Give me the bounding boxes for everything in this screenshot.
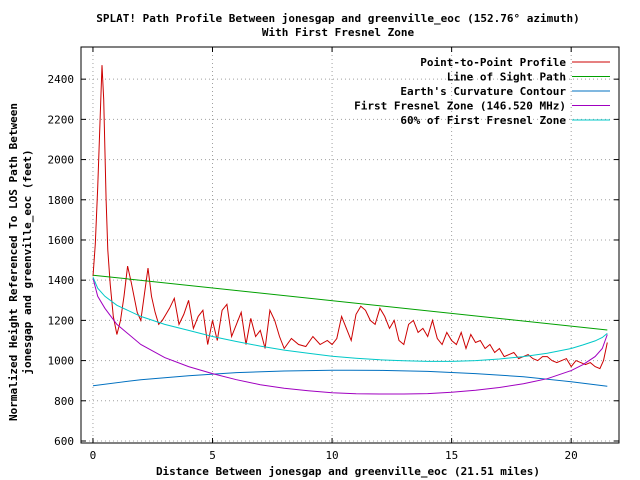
chart-subtitle: With First Fresnel Zone (262, 26, 415, 39)
y-tick-label: 1600 (48, 234, 75, 247)
x-tick-label: 10 (325, 449, 338, 462)
y-tick-label: 1800 (48, 194, 75, 207)
y-tick-label: 1200 (48, 314, 75, 327)
series-layer (92, 65, 608, 395)
grid-lines (81, 47, 619, 443)
y-tick-label: 2200 (48, 113, 75, 126)
y-tick-label: 1000 (48, 355, 75, 368)
axis-ticks: 0 5 10 15 20 600 800 1000 1200 1400 1600 1800 2000 22… (48, 47, 619, 462)
x-tick-label: 15 (445, 449, 458, 462)
y-tick-label: 1400 (48, 274, 75, 287)
series-line-5 (92, 277, 608, 362)
series-line-4 (92, 278, 608, 395)
y-axis-label-line1: Normalized Height Referenced To LOS Path… (7, 103, 20, 421)
legend-label-3: Earth's Curvature Contour (400, 85, 566, 98)
legend-label-4: First Fresnel Zone (146.520 MHz) (354, 100, 566, 113)
legend-label-5: 60% of First Fresnel Zone (400, 114, 566, 127)
legend-label-2: Line of Sight Path (447, 71, 566, 84)
legend-label-1: Point-to-Point Profile (420, 56, 566, 69)
y-tick-label: 2400 (48, 73, 75, 86)
plot-frame (80, 46, 620, 444)
x-tick-label: 20 (565, 449, 578, 462)
y-axis-label-line2: jonesgap and greenville_eoc (feet) (21, 149, 34, 374)
x-tick-label: 0 (90, 449, 97, 462)
x-tick-label: 5 (209, 449, 216, 462)
series-line-2 (92, 274, 608, 331)
y-tick-label: 2000 (48, 154, 75, 167)
x-axis-label: Distance Between jonesgap and greenville… (156, 465, 540, 478)
y-tick-label: 600 (54, 435, 74, 448)
series-line-3 (92, 369, 608, 387)
chart-title: SPLAT! Path Profile Between jonesgap and… (96, 12, 579, 25)
y-tick-label: 800 (54, 395, 74, 408)
legend: Point-to-Point Profile Line of Sight Path… (354, 56, 610, 127)
